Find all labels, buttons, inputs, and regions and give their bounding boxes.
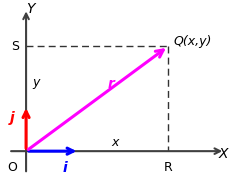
Text: Y: Y bbox=[26, 1, 35, 16]
Text: X: X bbox=[219, 147, 228, 161]
Text: x: x bbox=[111, 136, 119, 150]
Text: R: R bbox=[164, 161, 173, 174]
Text: i: i bbox=[63, 161, 68, 175]
Text: y: y bbox=[32, 76, 40, 89]
Text: j: j bbox=[10, 111, 15, 125]
Text: O: O bbox=[8, 161, 18, 174]
Text: r: r bbox=[108, 77, 115, 91]
Text: S: S bbox=[11, 40, 19, 53]
Text: Q(x,y): Q(x,y) bbox=[173, 35, 212, 48]
